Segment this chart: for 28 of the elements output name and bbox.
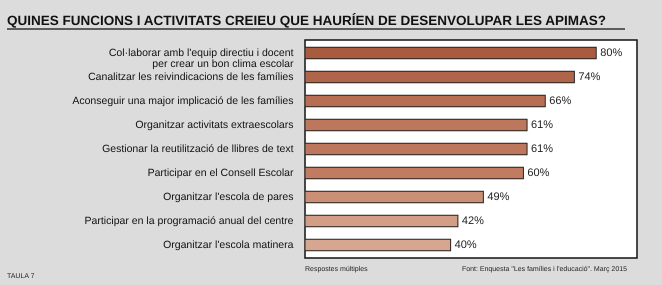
bar xyxy=(304,214,458,228)
bar xyxy=(304,190,484,204)
y-tick-label: Participar en el Consell Escolar xyxy=(148,167,294,180)
y-tick-label: Canalitzar les reivindicacions de les famílies xyxy=(88,70,294,83)
bar xyxy=(304,118,528,132)
data-label: 42% xyxy=(462,215,484,228)
data-label: 66% xyxy=(549,94,572,107)
y-tick-label: Col·laborar amb l'equip directiu i docent per crear un bon clima escolar xyxy=(108,46,294,70)
bar xyxy=(304,238,452,252)
chart-title: QUINES FUNCIONS I ACTIVITATS CREIEU QUE HAURÍEN DE DESENVOLUPAR LES APIMAS? xyxy=(7,13,606,28)
bar xyxy=(304,166,524,180)
y-tick-label: Organitzar l'escola de pares xyxy=(163,191,294,204)
data-label: 80% xyxy=(600,46,622,59)
data-label: 40% xyxy=(454,239,477,252)
y-tick-label: Aconseguir una major implicació de les famílies xyxy=(72,94,294,107)
data-label: 49% xyxy=(487,191,510,204)
bar xyxy=(304,142,528,156)
data-label: 61% xyxy=(531,118,554,131)
data-label: 60% xyxy=(527,167,550,180)
y-tick-label: Participar en la programació anual del centre xyxy=(84,215,294,228)
y-tick-label: Gestionar la reutilització de llibres de text xyxy=(102,143,294,155)
y-tick-label: Organitzar activitats extraescolars xyxy=(135,118,294,131)
bar xyxy=(304,70,575,84)
y-tick-label: Organitzar l'escola matinera xyxy=(163,239,294,252)
data-label: 74% xyxy=(578,70,601,83)
bar xyxy=(304,94,546,108)
data-label: 61% xyxy=(531,143,554,155)
bar xyxy=(304,46,597,60)
